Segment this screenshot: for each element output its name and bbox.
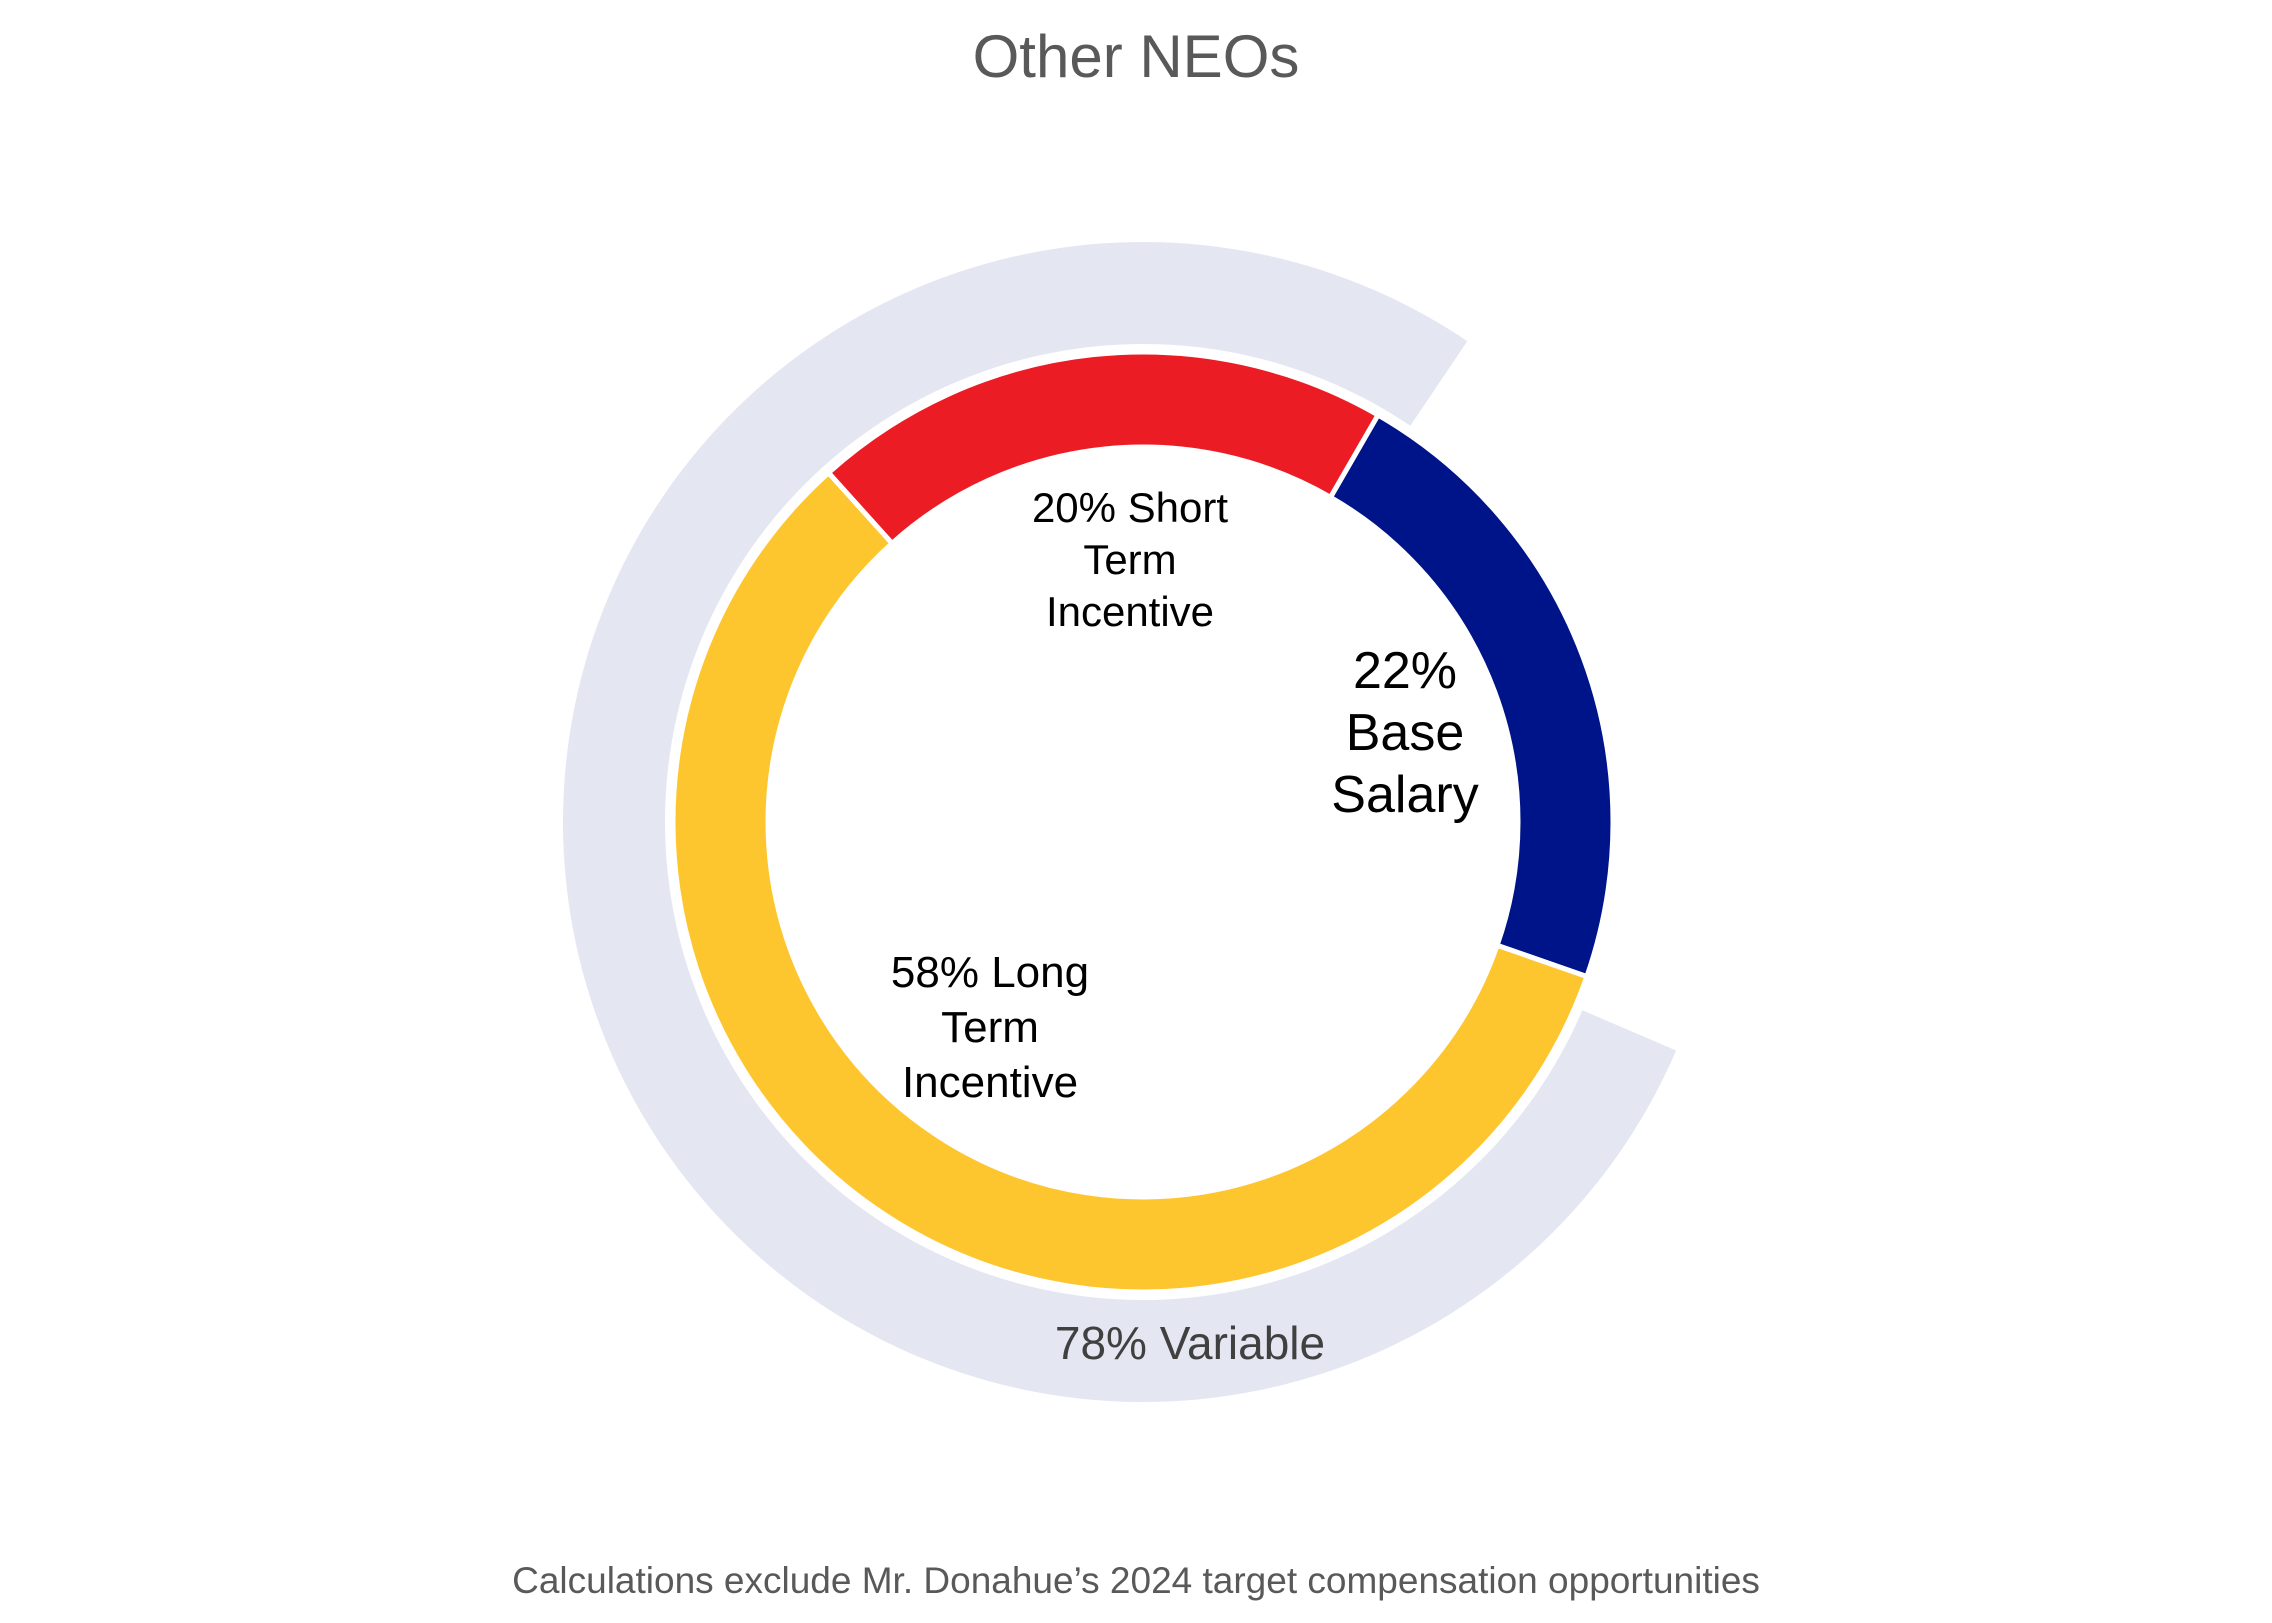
variable-label: 78% Variable [1054, 1317, 1326, 1369]
long-term-incentive-segment [670, 469, 1591, 1295]
footnote: Calculations exclude Mr. Donahue’s 2024 … [512, 1560, 1760, 1601]
long-term-incentive-label: 58% Long Term Incentive [890, 948, 1090, 1107]
compensation-donut-ring [670, 349, 1616, 1295]
base-salary-label: 22% Base Salary [1331, 642, 1479, 824]
short-term-incentive-segment [824, 349, 1382, 547]
short-term-incentive-label: 20% Short Term Incentive [1031, 484, 1229, 635]
chart-title: Other NEOs [972, 23, 1300, 90]
